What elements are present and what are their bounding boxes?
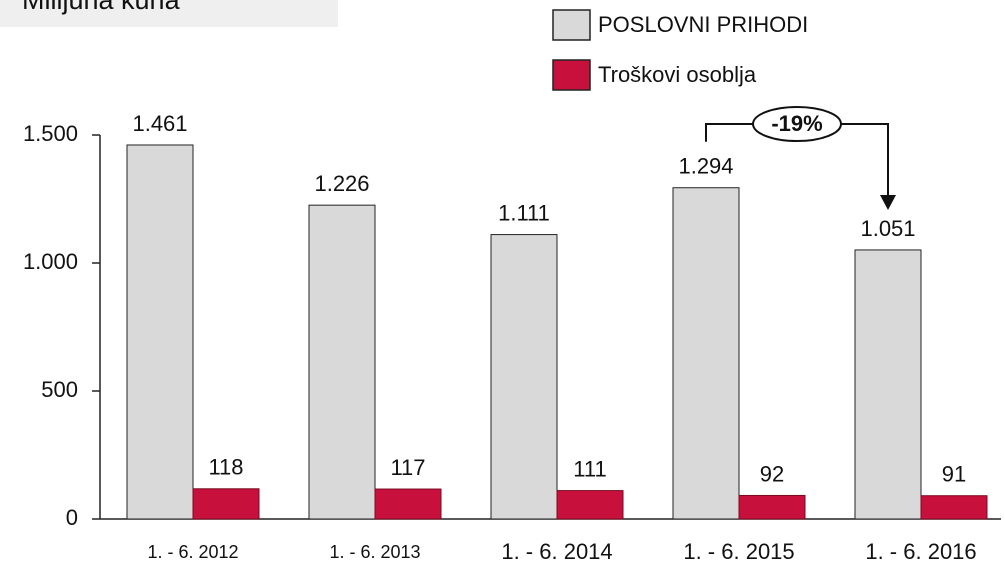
legend-label: POSLOVNI PRIHODI xyxy=(598,12,808,37)
value-label: 1.294 xyxy=(678,154,733,179)
legend-label: Troškovi osoblja xyxy=(598,62,757,87)
bar xyxy=(854,249,922,520)
value-label: 1.226 xyxy=(314,171,369,196)
bar xyxy=(672,187,740,520)
x-tick-label: 1. - 6. 2016 xyxy=(865,539,976,564)
y-tick-label: 0 xyxy=(66,505,78,530)
y-tick-label: 500 xyxy=(41,377,78,402)
bar xyxy=(490,234,558,520)
value-label: 111 xyxy=(573,456,606,481)
bar xyxy=(374,488,442,520)
value-label: 91 xyxy=(942,462,966,487)
annotation-bubble xyxy=(752,106,842,142)
legend-swatch xyxy=(552,59,591,91)
annotation: -19% xyxy=(771,111,822,136)
chart-title: Milijuna kuna xyxy=(22,0,181,15)
x-tick-label: 1. - 6. 2014 xyxy=(501,539,612,564)
value-label: 1.461 xyxy=(132,111,187,136)
y-tick-label: 1.500 xyxy=(23,121,78,146)
x-tick-label: 1. - 6. 2013 xyxy=(329,542,420,562)
x-tick-label: 1. - 6. 2012 xyxy=(147,542,238,562)
legend-swatch xyxy=(552,9,591,41)
x-tick-label: 1. - 6. 2015 xyxy=(683,539,794,564)
bar xyxy=(192,488,260,520)
y-tick-label: 1.000 xyxy=(23,249,78,274)
title-box xyxy=(0,0,338,27)
bar xyxy=(126,144,194,520)
annotation-arrowhead xyxy=(880,194,896,210)
value-label: 1.051 xyxy=(860,216,915,241)
bar xyxy=(556,490,624,520)
value-label: 92 xyxy=(760,461,784,486)
bar xyxy=(308,204,376,520)
bar xyxy=(738,494,806,520)
value-label: 118 xyxy=(208,455,243,480)
value-label: 117 xyxy=(390,455,425,480)
bar xyxy=(920,495,988,520)
value-label: 1.111 xyxy=(498,200,550,225)
